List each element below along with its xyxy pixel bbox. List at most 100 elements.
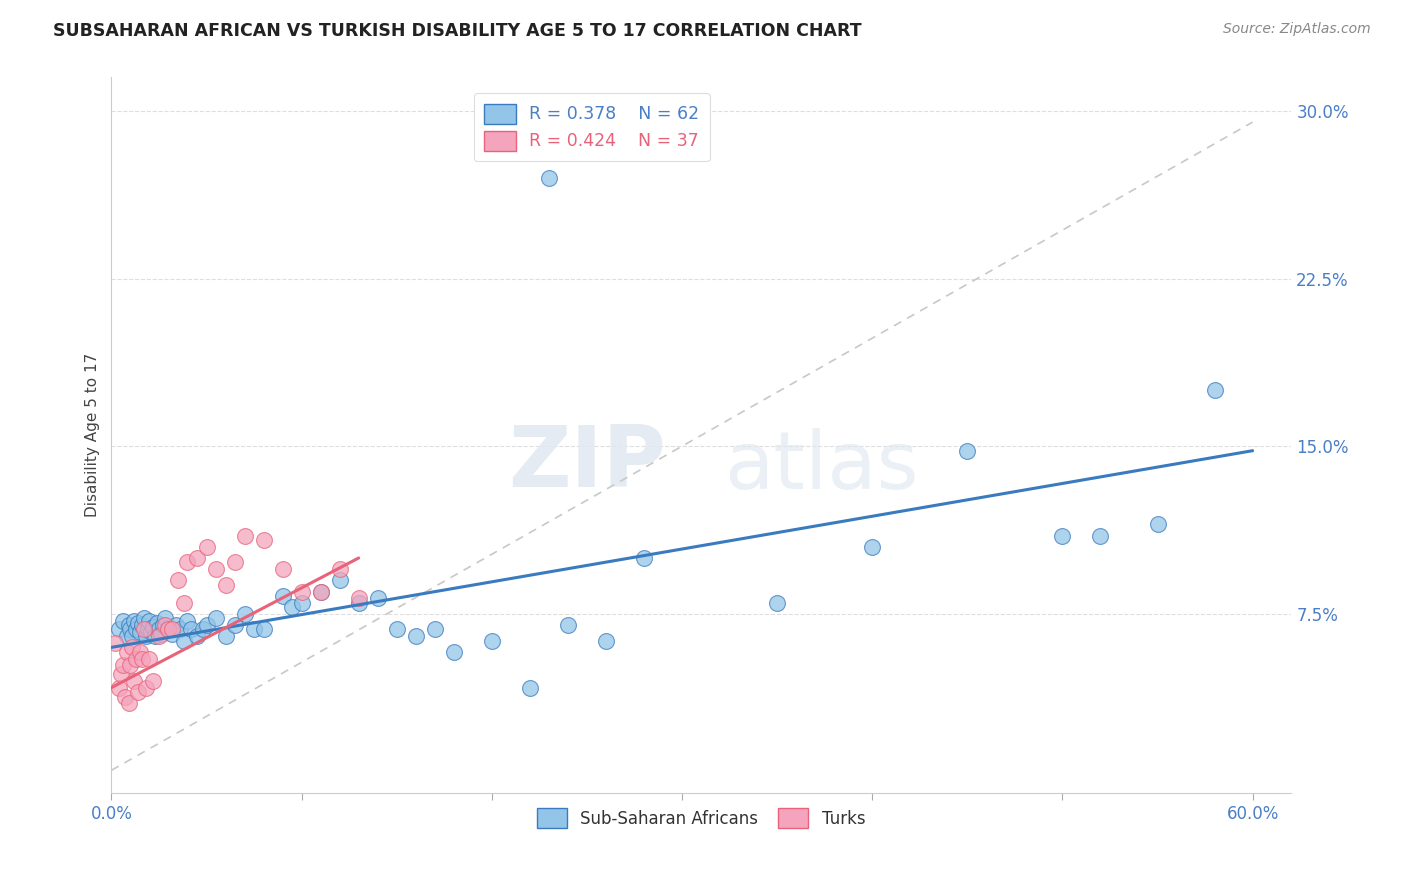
Point <box>405 629 427 643</box>
Point <box>271 589 294 603</box>
Point <box>142 620 165 634</box>
Point <box>176 556 198 570</box>
Point <box>122 614 145 628</box>
Point <box>309 584 332 599</box>
Point <box>271 562 294 576</box>
Point <box>115 645 138 659</box>
Text: Source: ZipAtlas.com: Source: ZipAtlas.com <box>1223 22 1371 37</box>
Text: ZIP: ZIP <box>508 422 665 505</box>
Point <box>633 551 655 566</box>
Point <box>153 611 176 625</box>
Point <box>347 591 370 606</box>
Point <box>125 623 148 637</box>
Point <box>135 681 157 695</box>
Point <box>122 673 145 688</box>
Point <box>519 681 541 695</box>
Point <box>195 618 218 632</box>
Point <box>127 685 149 699</box>
Point <box>162 623 184 637</box>
Point <box>167 574 190 588</box>
Point <box>143 629 166 643</box>
Point <box>117 696 139 710</box>
Point <box>186 629 208 643</box>
Point <box>157 623 180 637</box>
Point <box>191 623 214 637</box>
Point <box>165 618 187 632</box>
Point <box>291 596 314 610</box>
Point <box>131 618 153 632</box>
Point <box>291 584 314 599</box>
Legend: Sub-Saharan Africans, Turks: Sub-Saharan Africans, Turks <box>530 802 872 834</box>
Point <box>120 623 142 637</box>
Point <box>111 614 134 628</box>
Point <box>1052 528 1074 542</box>
Point <box>141 624 163 639</box>
Point <box>169 623 191 637</box>
Point <box>125 651 148 665</box>
Point <box>224 556 246 570</box>
Point <box>252 623 274 637</box>
Point <box>117 618 139 632</box>
Point <box>537 171 560 186</box>
Point <box>233 607 256 621</box>
Point <box>443 645 465 659</box>
Point <box>1146 517 1168 532</box>
Point <box>135 629 157 643</box>
Point <box>173 633 195 648</box>
Point <box>148 623 170 637</box>
Point <box>157 623 180 637</box>
Point <box>214 578 236 592</box>
Point <box>214 629 236 643</box>
Point <box>595 633 617 648</box>
Point <box>148 629 170 643</box>
Point <box>121 629 143 643</box>
Point <box>115 629 138 643</box>
Point <box>329 574 352 588</box>
Point <box>114 690 136 704</box>
Y-axis label: Disability Age 5 to 17: Disability Age 5 to 17 <box>86 353 100 517</box>
Point <box>1204 384 1226 398</box>
Point <box>186 551 208 566</box>
Point <box>138 614 160 628</box>
Point <box>224 618 246 632</box>
Point <box>110 667 132 681</box>
Text: SUBSAHARAN AFRICAN VS TURKISH DISABILITY AGE 5 TO 17 CORRELATION CHART: SUBSAHARAN AFRICAN VS TURKISH DISABILITY… <box>53 22 862 40</box>
Point <box>329 562 352 576</box>
Point <box>176 614 198 628</box>
Point <box>152 618 174 632</box>
Point <box>1090 528 1112 542</box>
Text: atlas: atlas <box>724 428 920 507</box>
Point <box>233 528 256 542</box>
Point <box>243 623 266 637</box>
Point <box>481 633 503 648</box>
Point <box>423 623 446 637</box>
Point <box>136 623 159 637</box>
Point <box>129 645 152 659</box>
Point <box>173 596 195 610</box>
Point <box>367 591 389 606</box>
Point <box>205 611 228 625</box>
Point <box>149 627 172 641</box>
Point <box>132 611 155 625</box>
Point <box>347 596 370 610</box>
Point <box>146 615 169 630</box>
Point <box>131 651 153 665</box>
Point <box>205 562 228 576</box>
Point <box>120 658 142 673</box>
Point <box>385 623 408 637</box>
Point <box>121 640 143 655</box>
Point <box>195 540 218 554</box>
Point <box>142 673 165 688</box>
Point <box>153 618 176 632</box>
Point <box>129 624 152 639</box>
Point <box>860 540 883 554</box>
Point <box>108 623 131 637</box>
Point <box>180 623 202 637</box>
Point <box>132 623 155 637</box>
Point <box>108 681 131 695</box>
Point <box>557 618 579 632</box>
Point <box>138 651 160 665</box>
Point <box>104 636 127 650</box>
Point <box>281 600 304 615</box>
Point <box>956 443 979 458</box>
